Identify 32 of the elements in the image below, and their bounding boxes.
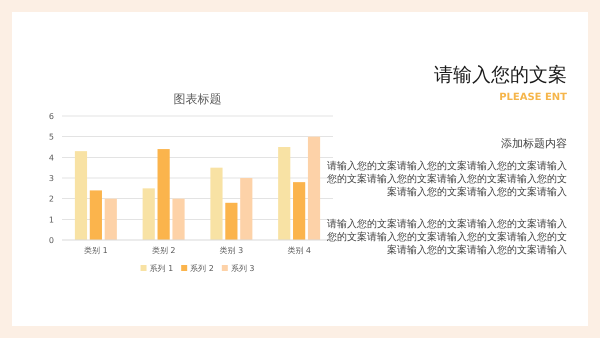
bar	[90, 190, 102, 240]
y-tick-label: 5	[48, 132, 54, 142]
bar	[74, 151, 88, 240]
y-tick-label: 3	[48, 174, 54, 183]
y-tick-label: 4	[48, 153, 54, 162]
x-tick-label: 类别 3	[220, 246, 244, 255]
y-tick-label: 6	[48, 112, 54, 121]
text: PLEASE ENT	[499, 92, 567, 103]
x-tick-label: 类别 1	[84, 246, 108, 255]
legend-label: 系列 1	[150, 264, 174, 273]
annotation: 请输入您的文案请输入您的文案请输入您的文案请输入您的文案请输入您的文案请输入您的文案请输入您的文案请输入您的文案请输入您的文案请输入	[327, 160, 567, 199]
text: 添加标题内容	[501, 136, 567, 151]
bar	[172, 198, 185, 240]
bar	[225, 202, 238, 240]
y-tick-label: 1	[48, 215, 54, 224]
annotation: 请输入您的文案请输入您的文案请输入您的文案请输入您的文案请输入您的文案请输入您的文案请输入您的文案请输入您的文案请输入您的文案请输入	[327, 218, 567, 257]
bar	[158, 149, 170, 240]
x-tick-label: 类别 4	[287, 246, 311, 255]
bar	[142, 188, 155, 240]
bar	[240, 178, 252, 240]
bar	[278, 147, 290, 240]
chart-title: 图表标题	[174, 92, 222, 106]
bar	[293, 182, 306, 240]
bar	[104, 198, 117, 240]
bar	[210, 168, 223, 240]
bar	[308, 136, 320, 240]
y-tick-label: 0	[48, 236, 54, 245]
text: 请输入您的文案	[434, 63, 567, 88]
x-tick-label: 类别 2	[152, 246, 176, 255]
y-tick-label: 2	[48, 194, 54, 204]
legend-label: 系列 3	[230, 264, 254, 273]
legend-label: 系列 2	[190, 264, 214, 273]
